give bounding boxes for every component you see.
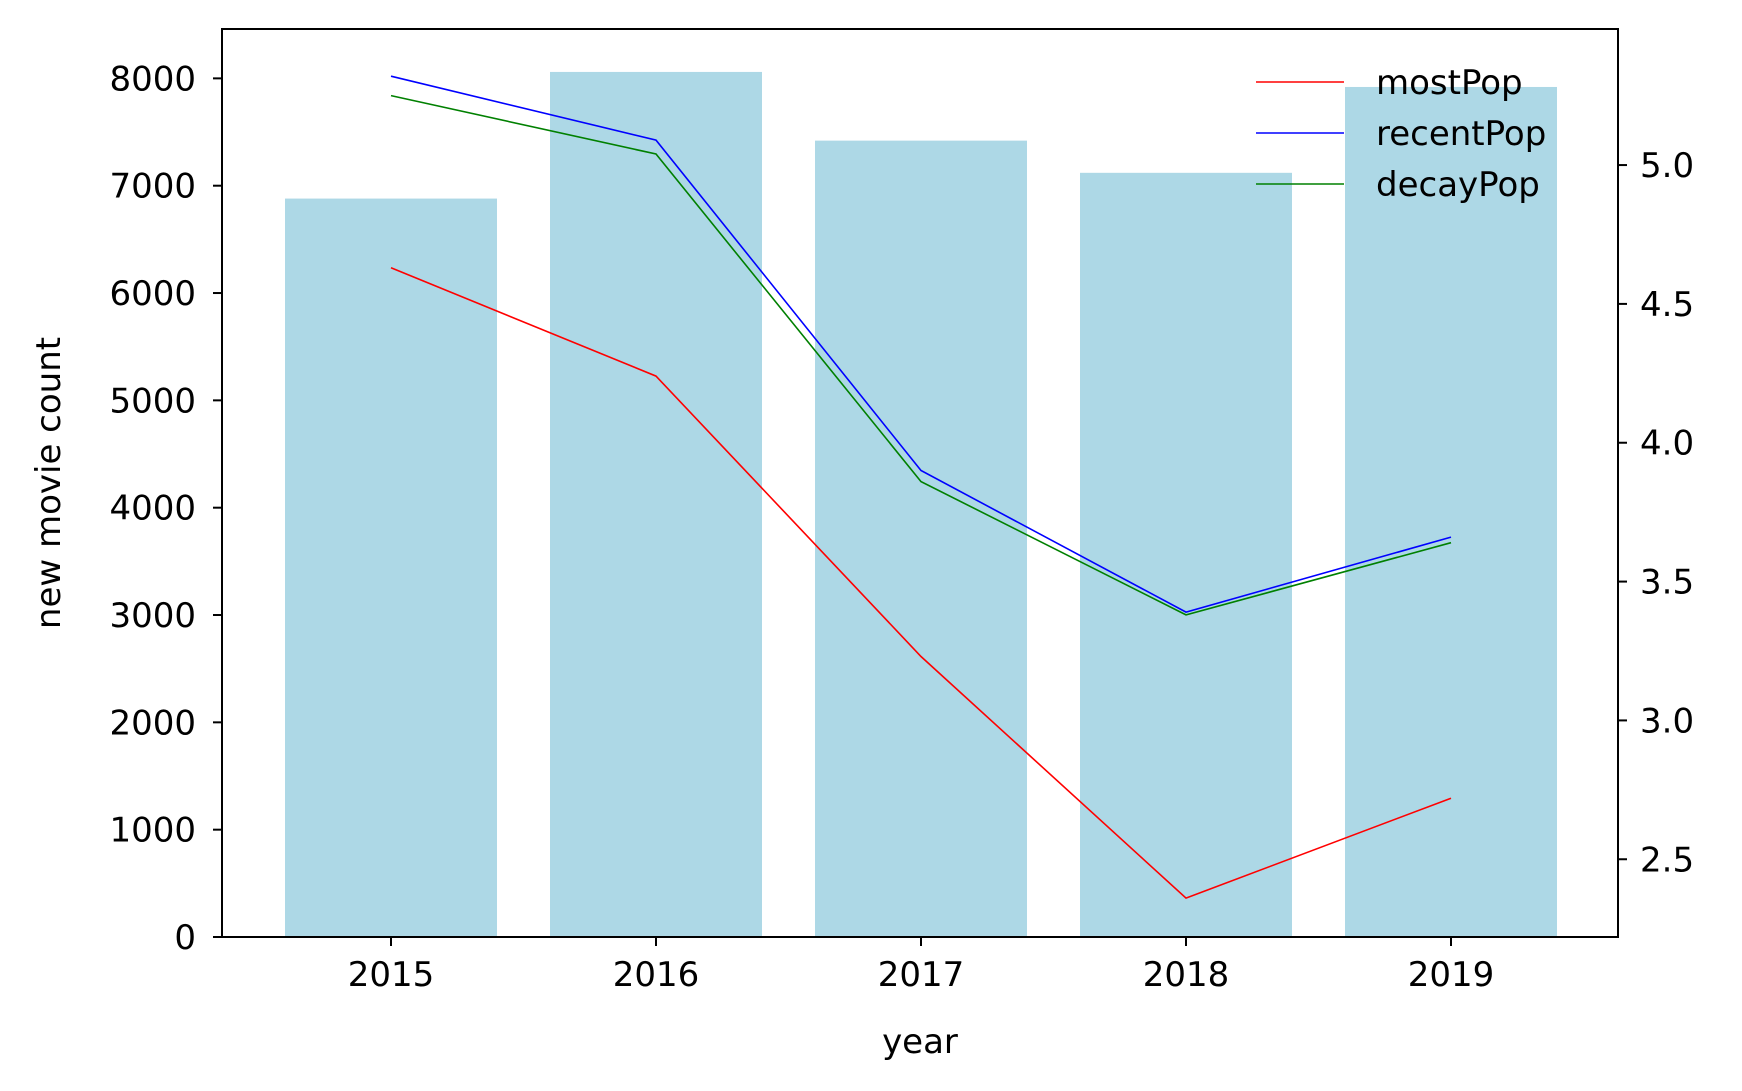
y-axis-right: 2.5 3.0 3.5 4.0 4.5 5.0	[1618, 146, 1694, 880]
bar-2016	[550, 71, 762, 937]
y2-tick-label: 3.0	[1640, 701, 1694, 741]
line-group	[390, 75, 1452, 900]
y-tick-label: 7000	[109, 167, 196, 207]
legend-label-decayPop: decayPop	[1376, 165, 1540, 205]
y2-tick-label: 3.5	[1640, 563, 1694, 603]
x-tick-label: 2019	[1408, 955, 1495, 995]
y2-tick-label: 4.0	[1640, 424, 1694, 464]
y-axis-left: 0 1000 2000 3000 4000 5000 6000 7000 8000	[109, 59, 222, 958]
legend: mostPop recentPop decayPop	[1256, 63, 1546, 205]
y-tick-label: 2000	[109, 703, 196, 743]
x-tick-label: 2018	[1143, 955, 1230, 995]
y-tick-label: 3000	[109, 596, 196, 636]
series-line-decayPop	[390, 94, 1452, 616]
legend-label-mostPop: mostPop	[1376, 63, 1523, 103]
y-axis-label: new movie count	[29, 337, 69, 629]
bar-group	[285, 71, 1557, 938]
y-tick-label: 4000	[109, 489, 196, 529]
y-tick-label: 5000	[109, 381, 196, 421]
y-tick-label: 0	[174, 918, 196, 958]
x-tick-label: 2015	[348, 955, 435, 995]
bar-2017	[815, 140, 1027, 937]
series-line-recentPop	[390, 75, 1452, 613]
legend-label-recentPop: recentPop	[1376, 114, 1546, 154]
bar-2015	[285, 198, 497, 937]
x-tick-label: 2017	[878, 955, 965, 995]
bar-2019	[1345, 86, 1557, 937]
bar-2018	[1080, 172, 1292, 938]
y-tick-label: 1000	[109, 811, 196, 851]
x-axis: 2015 2016 2017 2018 2019	[348, 937, 1495, 995]
y-tick-label: 6000	[109, 274, 196, 314]
x-axis-label: year	[882, 1022, 958, 1062]
y2-tick-label: 5.0	[1640, 146, 1694, 186]
y2-tick-label: 2.5	[1640, 840, 1694, 880]
series-line-mostPop	[390, 267, 1452, 900]
x-tick-label: 2016	[613, 955, 700, 995]
y2-tick-label: 4.5	[1640, 285, 1694, 325]
y-tick-label: 8000	[109, 59, 196, 99]
